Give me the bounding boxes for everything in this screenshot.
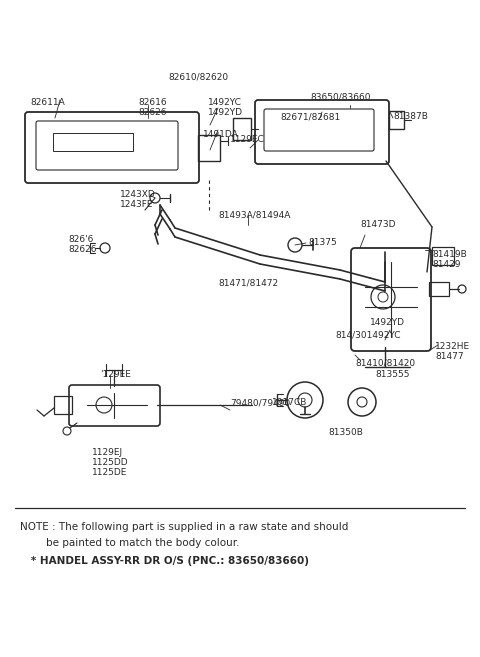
Text: 813555: 813555	[375, 370, 409, 379]
Text: 82671/82681: 82671/82681	[280, 112, 340, 121]
Text: 1492YD: 1492YD	[208, 108, 243, 117]
Text: 81387B: 81387B	[393, 112, 428, 121]
Text: 81477: 81477	[435, 352, 464, 361]
Text: 1125DD: 1125DD	[92, 458, 129, 467]
Text: 1243FE: 1243FE	[120, 200, 154, 209]
Text: 81350B: 81350B	[328, 428, 363, 437]
Bar	[432, 247, 454, 265]
Text: 81429: 81429	[432, 260, 460, 269]
Text: 83650/83660: 83650/83660	[310, 92, 371, 101]
Text: 81410/81420: 81410/81420	[355, 358, 415, 367]
Text: 1129EJ: 1129EJ	[92, 448, 123, 457]
Bar	[198, 135, 220, 161]
Text: 82610/82620: 82610/82620	[168, 72, 228, 81]
Text: 1243XD: 1243XD	[120, 190, 156, 199]
Text: 81419B: 81419B	[432, 250, 467, 259]
Text: '129EE: '129EE	[100, 370, 131, 379]
Text: 82611A: 82611A	[30, 98, 65, 107]
Text: * HANDEL ASSY-RR DR O/S (PNC.: 83650/83660): * HANDEL ASSY-RR DR O/S (PNC.: 83650/836…	[20, 556, 309, 566]
Text: 1232HE: 1232HE	[435, 342, 470, 351]
Text: 82616: 82616	[138, 98, 167, 107]
Text: 81493A/81494A: 81493A/81494A	[218, 210, 290, 219]
Text: 1491DA: 1491DA	[203, 130, 239, 139]
Bar	[389, 111, 404, 129]
Text: 1017CB: 1017CB	[272, 398, 307, 407]
Text: 81473D: 81473D	[360, 220, 396, 229]
Text: 79480/79490: 79480/79490	[230, 398, 290, 407]
Text: 1492YC: 1492YC	[208, 98, 242, 107]
Bar	[429, 282, 449, 296]
Text: 814/301492YC: 814/301492YC	[335, 330, 400, 339]
Text: 81375: 81375	[308, 238, 337, 247]
Bar	[54, 396, 72, 414]
Text: 1125DE: 1125DE	[92, 468, 127, 477]
Text: be painted to match the body colour.: be painted to match the body colour.	[20, 538, 240, 548]
Text: 1492YD: 1492YD	[370, 318, 405, 327]
Bar	[233, 118, 251, 140]
Text: 82626: 82626	[68, 245, 96, 254]
Text: 826'6: 826'6	[68, 235, 94, 244]
Text: 81471/81472: 81471/81472	[218, 278, 278, 287]
Text: NOTE : The following part is supplied in a raw state and should: NOTE : The following part is supplied in…	[20, 522, 348, 532]
Text: 1129EC: 1129EC	[230, 135, 265, 144]
Text: 82626: 82626	[138, 108, 167, 117]
Bar	[53, 133, 133, 151]
